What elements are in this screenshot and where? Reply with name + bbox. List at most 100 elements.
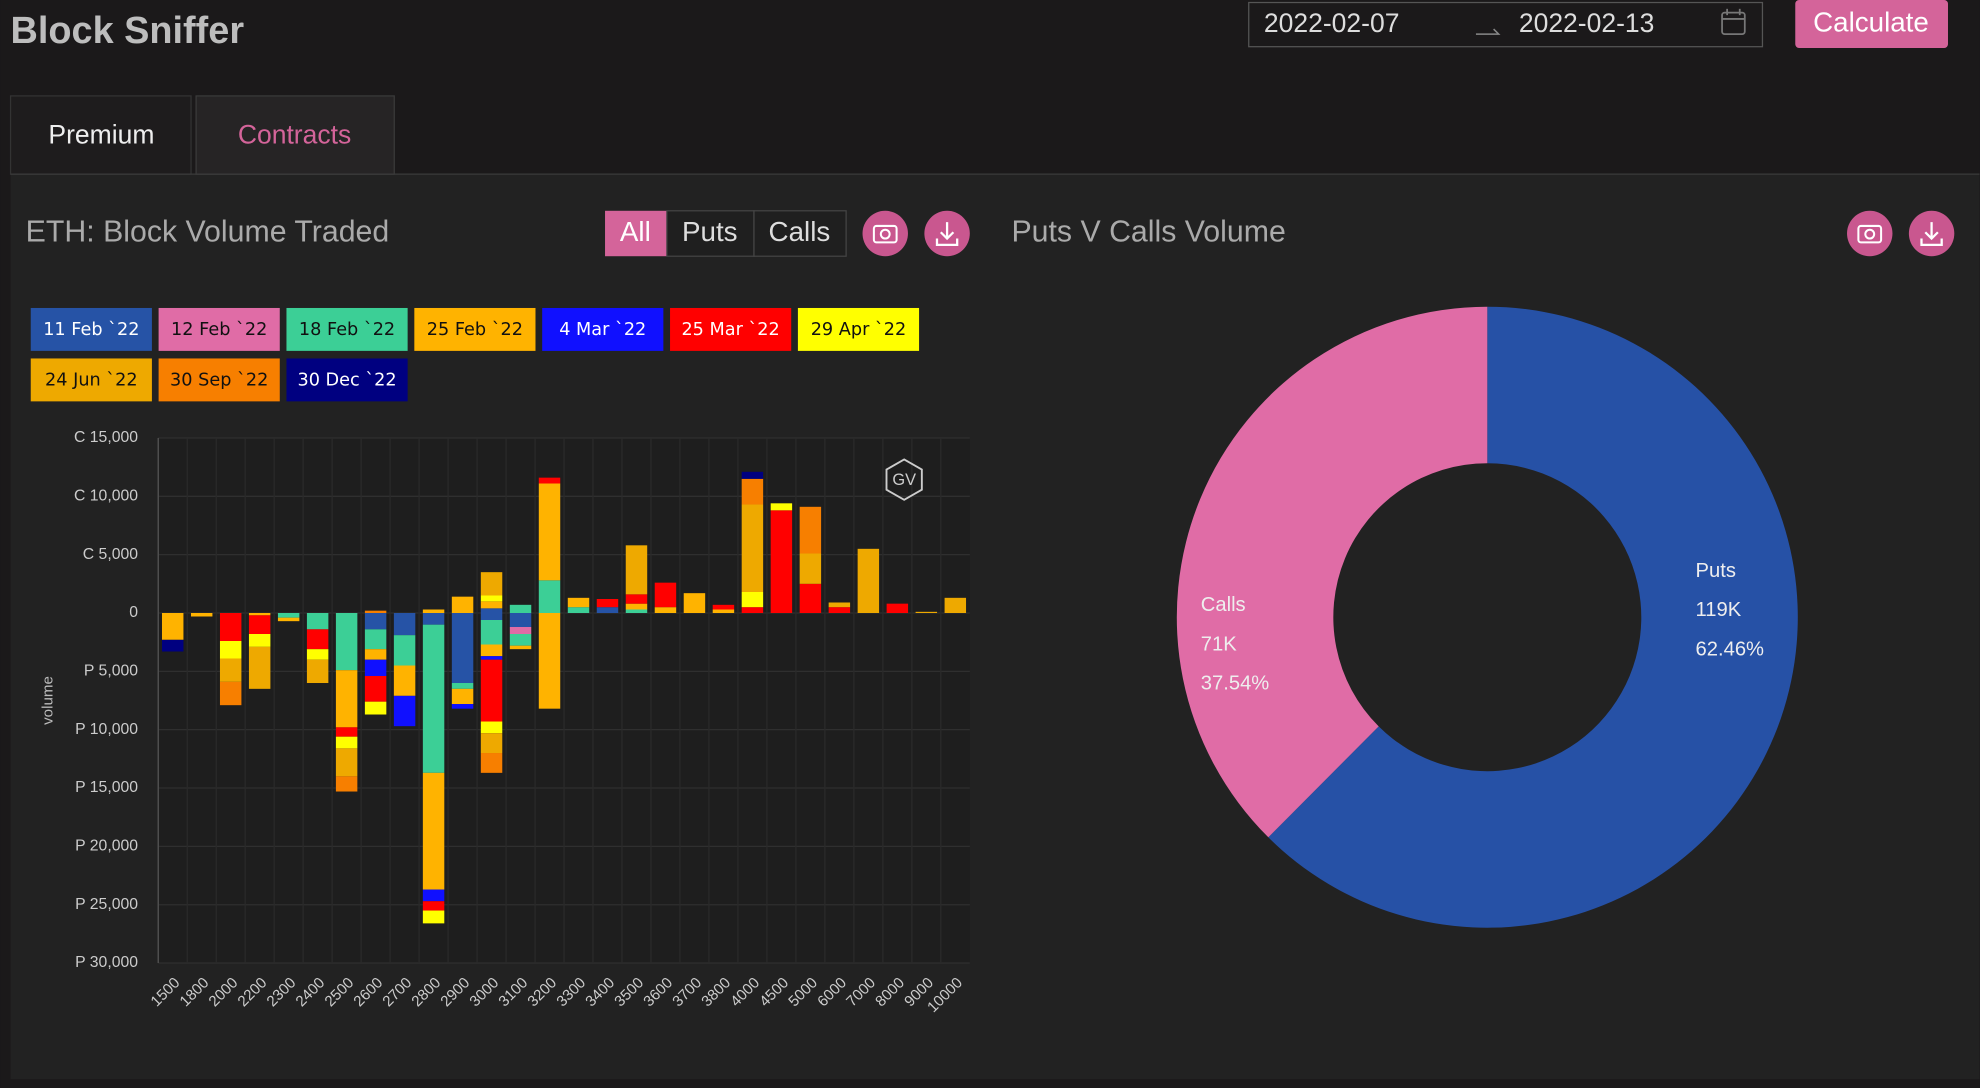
calculate-button[interactable] xyxy=(1795,0,1948,48)
bar-segment xyxy=(741,471,764,479)
bar-segment xyxy=(799,583,822,613)
bar-segment xyxy=(335,612,358,671)
download-button[interactable] xyxy=(924,210,970,257)
watermark: GV xyxy=(885,458,923,501)
bar-segment xyxy=(393,635,416,666)
bar-segment xyxy=(886,603,909,613)
bar-segment xyxy=(944,597,967,613)
bar-segment xyxy=(364,659,387,677)
bar-segment xyxy=(335,727,358,737)
legend-item[interactable] xyxy=(158,358,280,402)
camera-button[interactable] xyxy=(1847,210,1893,257)
y-tick-label: C 5,000 xyxy=(83,546,138,563)
bar-segment xyxy=(364,610,387,613)
bar-segment xyxy=(625,545,648,595)
legend-item[interactable] xyxy=(414,307,536,351)
bar-segment xyxy=(509,634,532,646)
bar-segment xyxy=(712,604,735,610)
end-date[interactable]: 2022-02-13 xyxy=(1519,8,1655,38)
filter-button[interactable] xyxy=(753,210,847,257)
legend-item[interactable] xyxy=(30,358,152,402)
legend-label[interactable]: 30 Sep `22 xyxy=(170,371,268,391)
calendar-icon xyxy=(1721,8,1746,35)
bar-segment xyxy=(625,603,648,610)
bar-segment xyxy=(538,483,561,581)
bar-segment xyxy=(451,612,474,684)
download-button[interactable] xyxy=(1908,210,1955,257)
legend-item[interactable] xyxy=(542,307,664,351)
bar-segment xyxy=(538,580,561,613)
filter-label[interactable]: Calls xyxy=(769,216,831,247)
bar-segment xyxy=(799,553,822,584)
tab-label[interactable]: Premium xyxy=(48,119,154,149)
legend-label[interactable]: 25 Feb `22 xyxy=(427,320,523,340)
bar-segment xyxy=(828,602,851,608)
bar-segment xyxy=(741,504,764,592)
range-arrow xyxy=(1475,28,1501,35)
bar-segment xyxy=(277,617,300,622)
date-range[interactable]: 2022-02-07 2022-02-13 xyxy=(1248,1,1764,48)
y-tick-label: P 30,000 xyxy=(75,954,138,971)
bar-segment xyxy=(741,591,764,608)
legend-label[interactable]: 12 Feb `22 xyxy=(171,320,267,340)
bar-segment xyxy=(335,776,358,792)
bar-segment xyxy=(480,733,503,754)
filter-button[interactable] xyxy=(605,210,667,257)
legend-item[interactable] xyxy=(158,307,280,351)
date-box[interactable] xyxy=(1248,1,1764,48)
camera-button[interactable] xyxy=(862,210,908,257)
filter-label[interactable]: All xyxy=(620,216,651,247)
bar-segment xyxy=(219,681,242,706)
legend-item[interactable] xyxy=(30,307,152,351)
legend-label[interactable]: 18 Feb `22 xyxy=(299,320,395,340)
y-tick-label: P 10,000 xyxy=(75,721,138,738)
tab-label[interactable]: Contracts xyxy=(238,119,351,149)
bar-segment xyxy=(219,641,242,659)
calculate-label[interactable]: Calculate xyxy=(1813,6,1929,37)
bar-segment xyxy=(335,670,358,728)
legend-item[interactable] xyxy=(797,307,920,351)
slice-value: 71K xyxy=(1201,633,1237,655)
bar-segment xyxy=(480,620,503,645)
bar-segment xyxy=(538,477,561,484)
bar-segment xyxy=(654,607,677,613)
legend-label[interactable]: 4 Mar `22 xyxy=(559,320,646,340)
slice-name: Calls xyxy=(1201,594,1246,616)
y-tick-label: P 25,000 xyxy=(75,896,138,913)
bar-segment xyxy=(393,695,416,727)
bar-segment xyxy=(712,609,735,613)
filter-label[interactable]: Puts xyxy=(682,216,738,247)
bar-segment xyxy=(277,612,300,618)
legend-item[interactable] xyxy=(286,307,408,351)
legend-label[interactable]: 24 Jun `22 xyxy=(45,371,138,391)
bar-segment xyxy=(451,596,474,613)
bar-segment xyxy=(190,612,213,617)
legend-label[interactable]: 29 Apr `22 xyxy=(811,320,907,340)
legend-label[interactable]: 11 Feb `22 xyxy=(43,320,139,340)
bar-segment xyxy=(567,597,590,608)
bar-segment xyxy=(161,639,184,652)
slice-percentage: 62.46% xyxy=(1696,638,1765,660)
bar-segment xyxy=(451,688,474,705)
bar-segment xyxy=(306,649,329,660)
legend-item[interactable] xyxy=(670,307,792,351)
start-date[interactable]: 2022-02-07 xyxy=(1264,8,1400,38)
bar-segment xyxy=(596,598,619,608)
donut-slice xyxy=(1268,306,1798,928)
bar-segment xyxy=(480,656,503,660)
app-title: Block Sniffer xyxy=(11,10,245,52)
bar-segment xyxy=(857,548,880,613)
bar-segment xyxy=(248,612,271,616)
bar-segment xyxy=(161,612,184,640)
y-tick-label: P 15,000 xyxy=(75,779,138,796)
legend-label[interactable]: 30 Dec `22 xyxy=(297,371,396,391)
bar-segment xyxy=(480,659,503,722)
legend-item[interactable] xyxy=(286,358,408,402)
bar-segment xyxy=(799,506,822,554)
legend-label[interactable]: 25 Mar `22 xyxy=(681,320,779,340)
donut-slice xyxy=(1176,306,1488,838)
bar-segment xyxy=(741,478,764,505)
bar-segment xyxy=(741,607,764,613)
slice-value: 119K xyxy=(1696,599,1742,621)
